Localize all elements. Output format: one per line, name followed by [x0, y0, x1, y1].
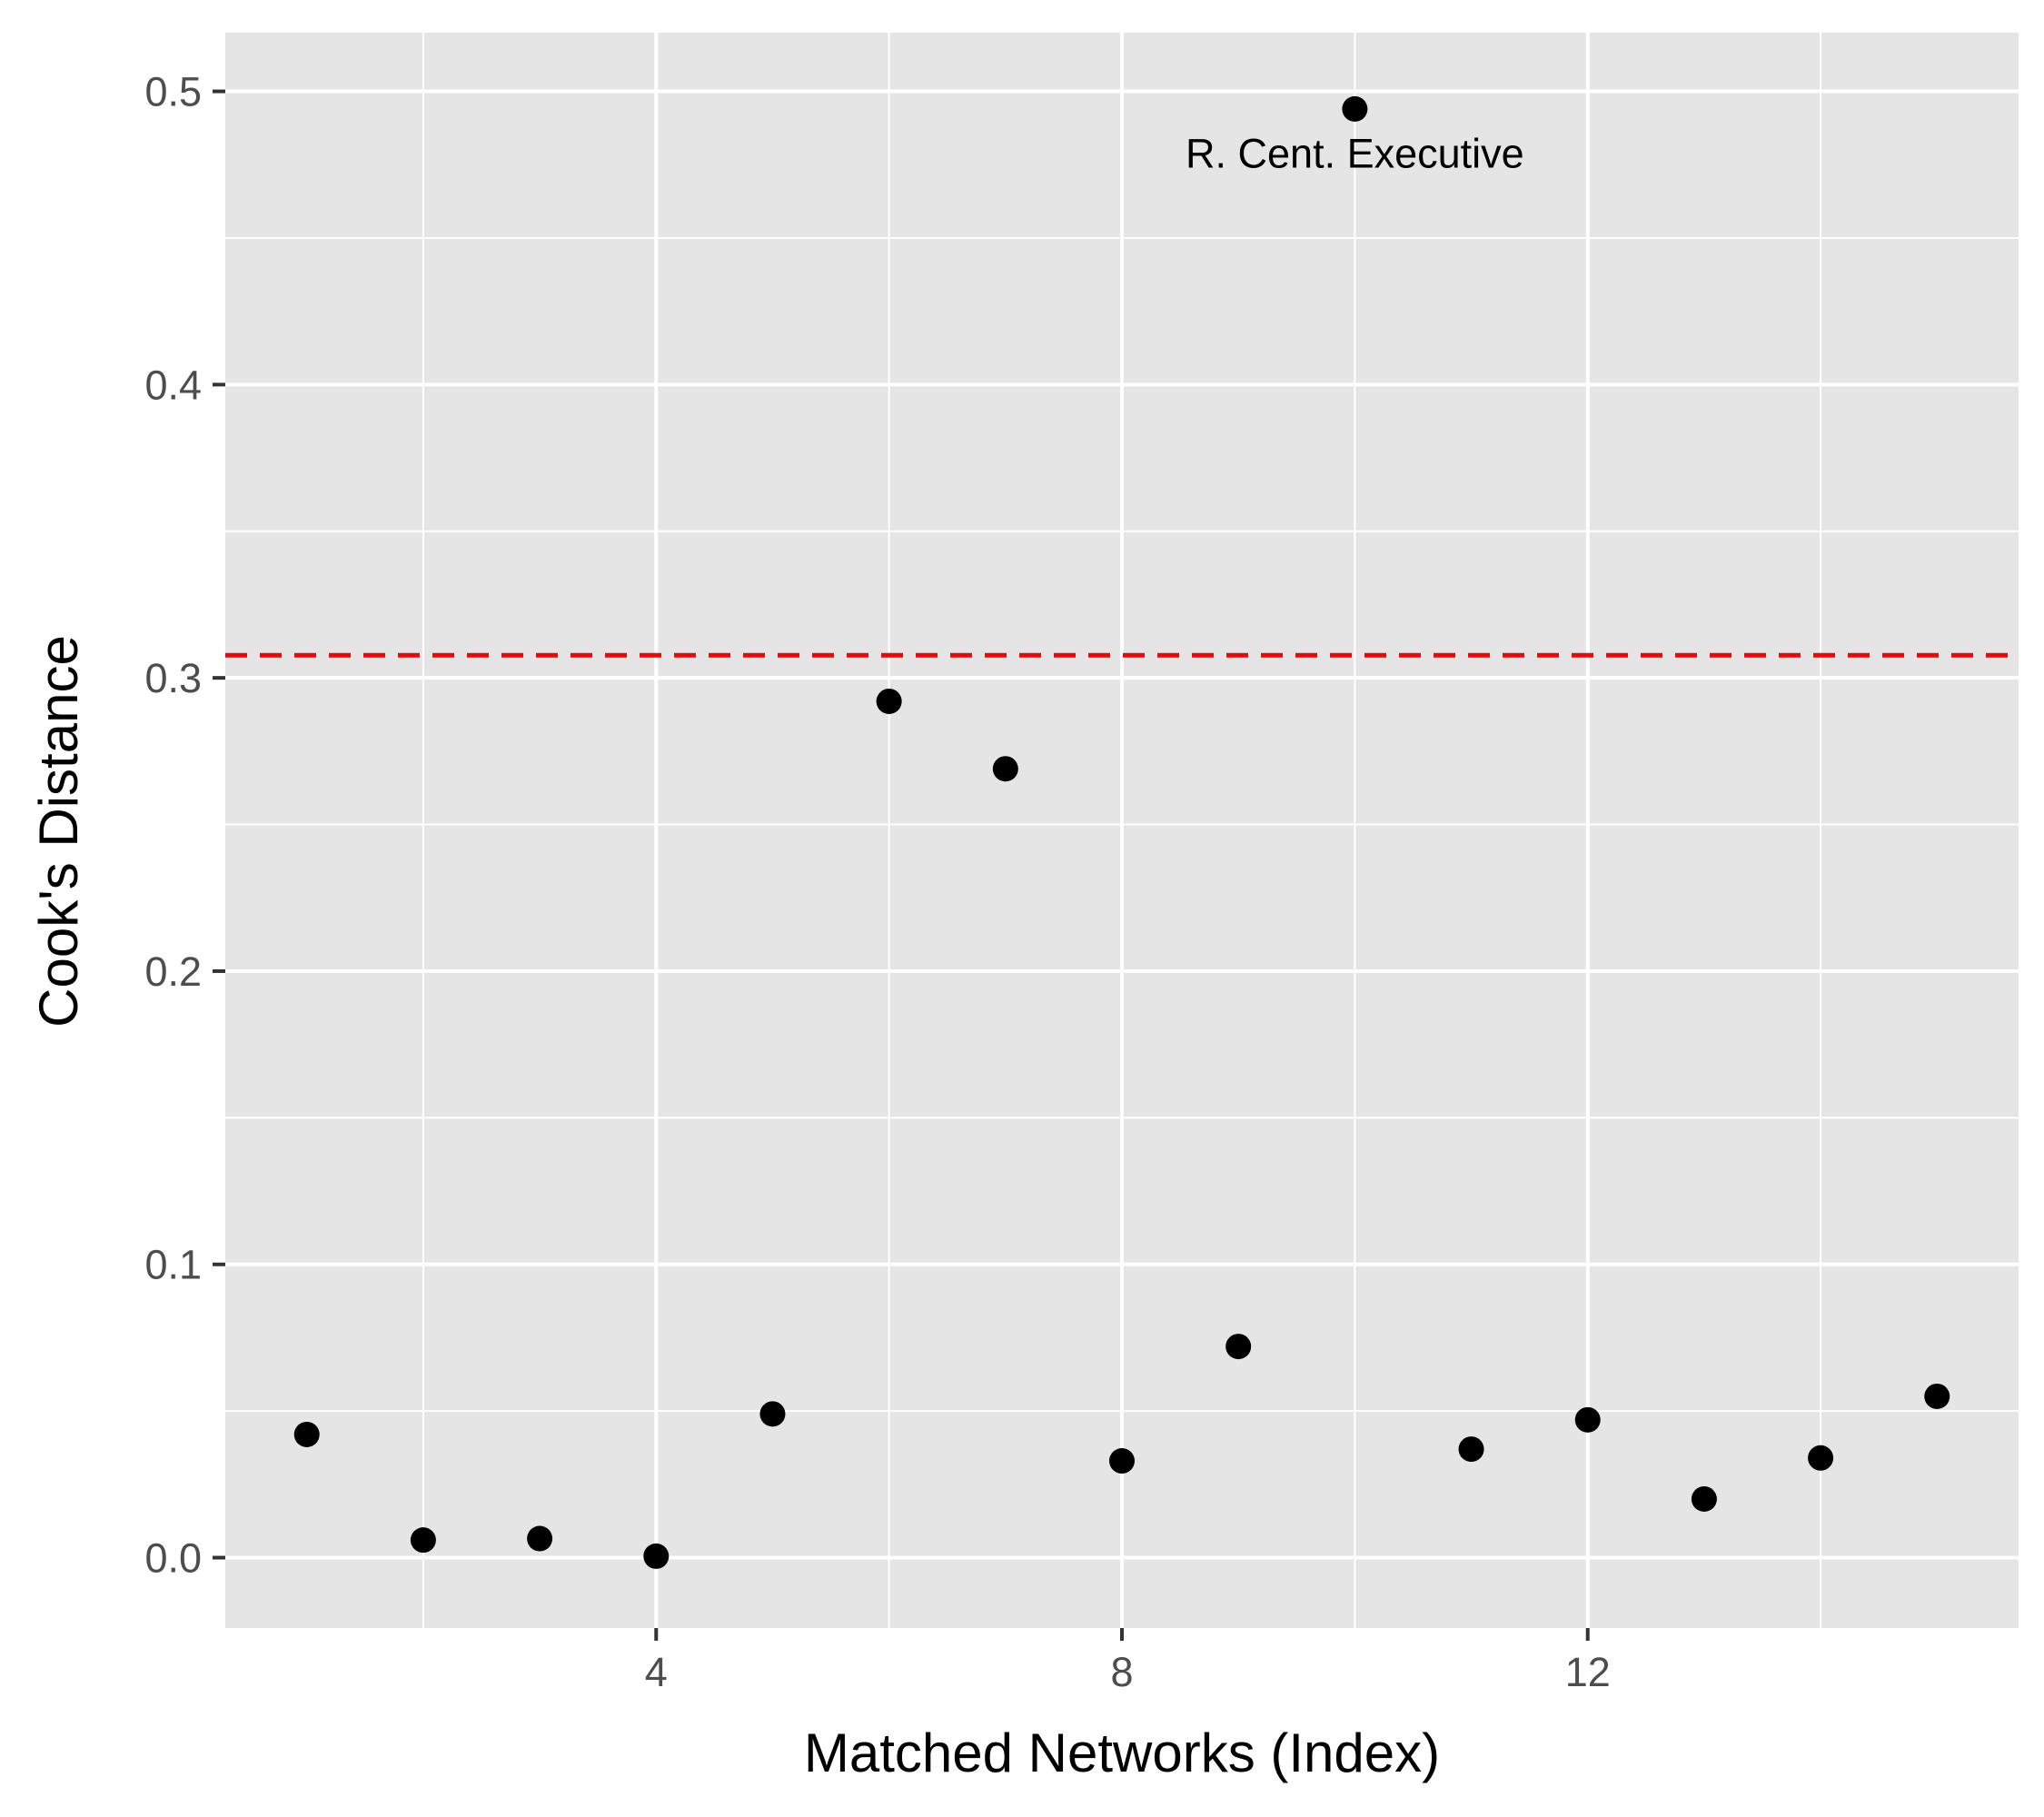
grid-lines — [225, 33, 2019, 1628]
data-point — [1691, 1485, 1717, 1512]
y-tick-label: 0.4 — [144, 362, 202, 408]
y-tick-label: 0.1 — [144, 1242, 202, 1288]
data-point — [876, 688, 902, 714]
y-tick-label: 0.3 — [144, 655, 202, 701]
x-tick-label: 12 — [1565, 1649, 1611, 1695]
data-point — [1924, 1383, 1950, 1409]
point-annotation-label: R. Cent. Executive — [1186, 130, 1524, 176]
data-point — [1458, 1436, 1484, 1463]
x-axis-title: Matched Networks (Index) — [804, 1723, 1440, 1783]
annotations: R. Cent. Executive — [1186, 130, 1524, 176]
data-point — [1109, 1448, 1135, 1474]
data-point — [527, 1525, 553, 1552]
data-point — [643, 1543, 670, 1569]
x-tick-label: 8 — [1110, 1649, 1133, 1695]
y-axis-title: Cook's Distance — [28, 635, 89, 1028]
data-point — [992, 756, 1018, 782]
data-point — [293, 1421, 320, 1447]
data-point — [1808, 1445, 1834, 1471]
y-tick-label: 0.5 — [144, 69, 202, 115]
x-tick-label: 4 — [645, 1649, 668, 1695]
data-points — [293, 95, 1950, 1569]
data-point — [759, 1401, 786, 1427]
axes: 0.0 0.1 0.2 0.3 0.4 0.5 4 8 12 — [144, 69, 1610, 1695]
data-point — [1225, 1334, 1252, 1360]
data-point — [1342, 95, 1368, 122]
y-tick-label: 0.0 — [144, 1535, 202, 1582]
data-point — [1574, 1406, 1601, 1433]
data-point — [410, 1527, 436, 1554]
y-tick-label: 0.2 — [144, 948, 202, 995]
